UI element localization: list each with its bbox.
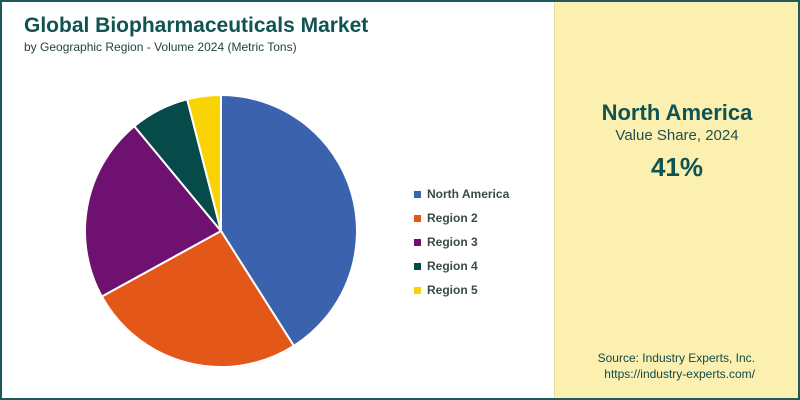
source-line: Source: Industry Experts, Inc.: [597, 351, 755, 365]
pie-chart: [84, 93, 358, 368]
pie-slice-region-2: [100, 229, 296, 368]
legend-swatch-region-4: [414, 262, 421, 270]
highlight-region: North America: [601, 100, 753, 125]
legend-item-region-4: Region 4: [414, 254, 509, 278]
source-credit: Source: Industry Experts, Inc. https://i…: [598, 350, 755, 382]
pie-slice-region-5: [185, 93, 222, 232]
chart-title: Global Biopharmaceuticals Market: [24, 14, 369, 37]
chart-subtitle: by Geographic Region - Volume 2024 (Metr…: [24, 40, 297, 54]
legend-swatch-north-america: [414, 190, 421, 198]
legend-label: North America: [427, 187, 510, 201]
legend-swatch-region-3: [414, 238, 421, 246]
chart-panel: Global Biopharmaceuticals Market by Geog…: [2, 2, 554, 398]
legend-item-region-3: Region 3: [414, 230, 509, 254]
legend-item-region-2: Region 2: [414, 206, 509, 230]
legend-item-north-america: North America: [414, 182, 509, 206]
highlight-caption: Value Share, 2024: [615, 127, 739, 144]
legend-label: Region 5: [427, 283, 478, 297]
source-url[interactable]: https://industry-experts.com/: [604, 367, 755, 381]
legend-swatch-region-5: [414, 286, 421, 294]
legend-item-region-5: Region 5: [414, 278, 509, 302]
highlight-panel: North America Value Share, 2024 41% Sour…: [554, 2, 798, 398]
legend-label: Region 4: [427, 259, 478, 273]
pie-slice-region-3: [84, 124, 223, 298]
legend-label: Region 3: [427, 235, 478, 249]
legend-label: Region 2: [427, 211, 478, 225]
legend-swatch-region-2: [414, 214, 421, 222]
highlight-value: 41%: [650, 152, 704, 182]
chart-legend: North America Region 2 Region 3 Region 4…: [414, 182, 509, 302]
